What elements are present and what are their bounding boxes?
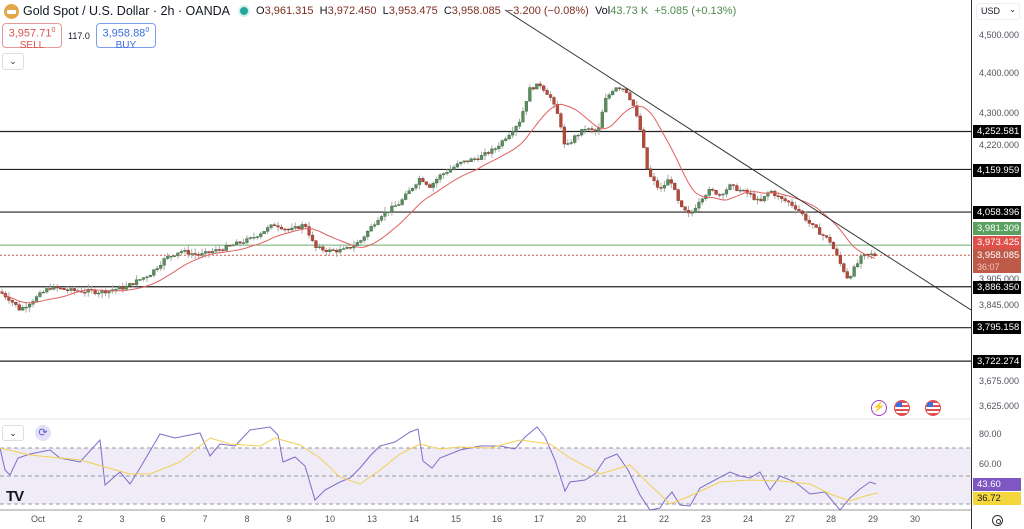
level-tag-4058: 4,058.396	[973, 206, 1021, 219]
time-axis-label: 22	[658, 514, 670, 524]
chevron-down-icon: ⌄	[9, 428, 17, 438]
trade-panel: 3,957.710 SELL 117.0 3,958.880 BUY	[2, 23, 156, 51]
low-value: 3,953.475	[388, 5, 438, 17]
gold-symbol-icon	[4, 3, 19, 19]
time-axis-label: 7	[202, 514, 208, 524]
volume-change: +5.085 (+0.13%)	[654, 5, 737, 17]
tradingview-logo[interactable]: TV	[6, 488, 24, 505]
change-value: −3.200 (−0.08%)	[506, 5, 589, 17]
us-economic-event-icon[interactable]	[894, 400, 910, 416]
time-axis-label: 27	[784, 514, 796, 524]
open-label: O	[256, 5, 265, 17]
time-axis-label: 6	[160, 514, 166, 524]
collapse-legend-button[interactable]: ⌄	[2, 53, 24, 70]
news-flash-icon[interactable]: ⚡	[871, 400, 887, 416]
price-axis-tick: 4,400.000	[979, 68, 1020, 78]
time-axis-label: 16	[491, 514, 503, 524]
price-axis-tick: 80.00	[979, 429, 1002, 439]
price-axis-tick: 60.00	[979, 459, 1002, 469]
time-axis-label: 20	[575, 514, 587, 524]
price-axis-tick: 4,500.000	[979, 30, 1020, 40]
price-chart[interactable]	[0, 0, 971, 529]
level-tag-3795: 3,795.158	[973, 321, 1021, 334]
rsi-value-tag: 43.60	[973, 478, 1021, 491]
time-axis-label: 28	[825, 514, 837, 524]
us-economic-event-icon[interactable]	[925, 400, 941, 416]
close-label: C	[443, 5, 452, 17]
time-axis-label: 29	[867, 514, 879, 524]
symbol-title[interactable]: Gold Spot / U.S. Dollar · 2h · OANDA	[23, 4, 231, 18]
price-axis-tick: 3,675.000	[979, 376, 1020, 386]
sell-price: 3,957.71	[8, 27, 52, 40]
current-price-tag: 3,958.085 36:07	[973, 249, 1021, 273]
time-axis-label: 30	[909, 514, 921, 524]
time-axis-label: 24	[742, 514, 754, 524]
low-label: L	[382, 5, 389, 17]
buy-button[interactable]: 3,958.880 BUY	[95, 23, 156, 51]
buy-label: BUY	[115, 39, 137, 51]
settings-gear-icon[interactable]	[992, 515, 1003, 526]
time-axis-label: 2	[77, 514, 83, 524]
buy-price-pip: 0	[145, 27, 150, 34]
time-axis-label: 15	[450, 514, 462, 524]
sell-button[interactable]: 3,957.710 SELL	[2, 23, 62, 51]
time-axis-label: 23	[700, 514, 712, 524]
price-axis-tick: 4,220.000	[979, 140, 1020, 150]
time-axis-label: 17	[533, 514, 545, 524]
level-tag-4252: 4,252.581	[973, 125, 1021, 138]
price-axis-tick: 3,625.000	[979, 401, 1020, 411]
rsi-ma-value-tag: 36.72	[973, 492, 1021, 505]
time-axis-label: Oct	[30, 514, 46, 524]
time-axis-label: 9	[286, 514, 292, 524]
close-value: 3,958.085	[451, 5, 501, 17]
high-label: H	[319, 5, 328, 17]
open-value: 3,961.315	[264, 5, 314, 17]
high-value: 3,972.450	[327, 5, 377, 17]
level-tag-3886: 3,886.350	[973, 281, 1021, 294]
sell-price-pip: 0	[51, 27, 56, 34]
time-axis-label: 3	[119, 514, 125, 524]
refresh-icon[interactable]: ⟳	[35, 425, 51, 441]
chevron-down-icon: ⌄	[9, 56, 17, 66]
price-axis-tick: 3,845.000	[979, 300, 1020, 310]
bar-countdown: 36:07	[977, 262, 1000, 272]
price-axis-tick: 4,300.000	[979, 108, 1020, 118]
ohlc-values: O3,961.315 H3,972.450 L3,953.475 C3,958.…	[256, 5, 736, 17]
time-axis-label: 14	[408, 514, 420, 524]
price-axis-tick: 3,905.000	[979, 274, 1020, 284]
market-open-status-icon	[240, 7, 249, 15]
volume-value: 43.73 K	[610, 5, 649, 17]
volume-label: Vol	[594, 5, 611, 17]
symbol-header: Gold Spot / U.S. Dollar · 2h · OANDA O3,…	[4, 2, 736, 20]
time-axis-label: 21	[616, 514, 628, 524]
chevron-down-icon: ⌄	[1009, 5, 1016, 14]
buy-price: 3,958.88	[102, 27, 146, 40]
rsi-collapse-button[interactable]: ⌄	[2, 425, 24, 441]
spread-value: 117.0	[68, 30, 90, 41]
currency-selector[interactable]: USD ⌄	[976, 3, 1020, 20]
level-tag-3722: 3,722.274	[973, 355, 1021, 368]
ma-price-tag: 3,973.425	[973, 236, 1021, 249]
ask-price-tag: 3,981.309	[973, 222, 1021, 235]
sell-label: SELL	[19, 39, 45, 51]
level-tag-4159: 4,159.959	[973, 164, 1021, 177]
current-price: 3,958.085	[977, 250, 1020, 261]
currency-label: USD	[981, 6, 1001, 16]
time-axis-label: 8	[244, 514, 250, 524]
time-axis-label: 10	[324, 514, 336, 524]
time-axis-label: 13	[366, 514, 378, 524]
